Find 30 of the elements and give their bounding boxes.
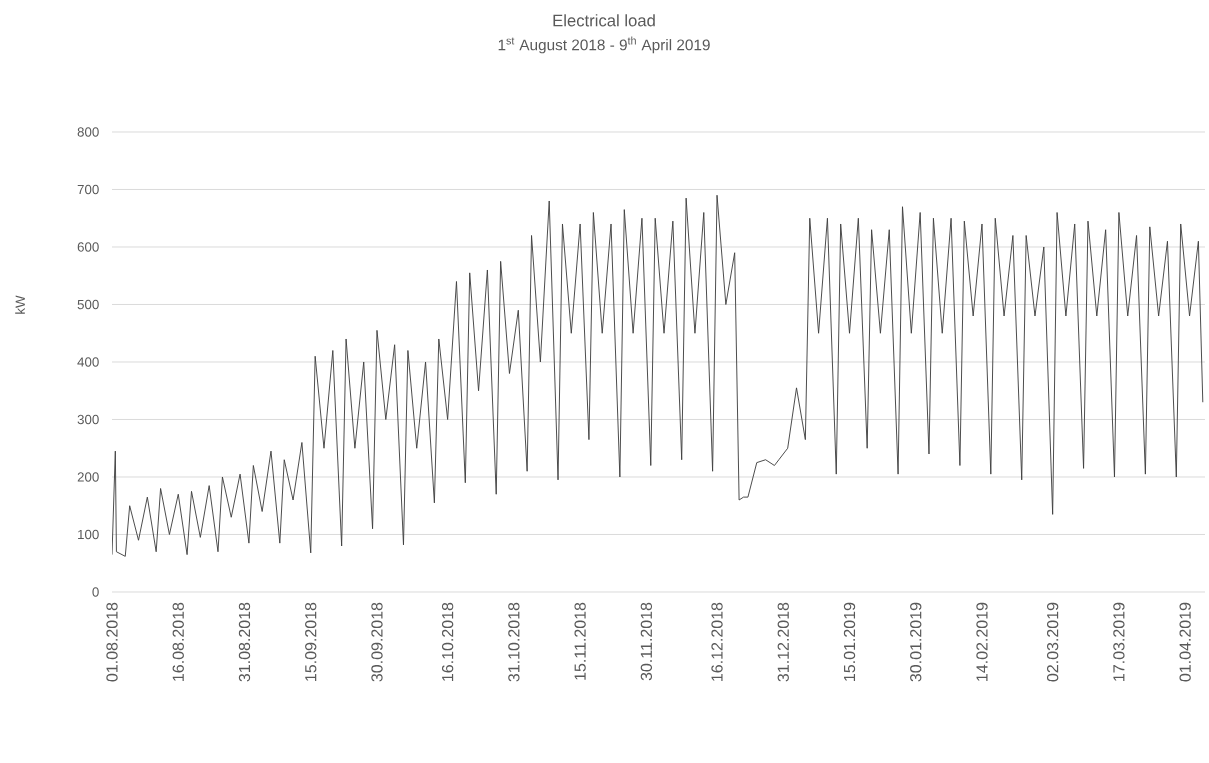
- chart-subtitle: 1$^{st}$ August 2018 - 9$^{th}$ April 2019: [498, 36, 710, 54]
- x-tick-label: 16.10.2018: [441, 602, 454, 681]
- y-tick-label: 100: [78, 529, 99, 540]
- x-tick-label: 31.08.2018: [238, 602, 251, 682]
- x-tick-label: 30.11.2018: [640, 602, 653, 681]
- x-tick-label: 15.01.2019: [843, 602, 856, 681]
- x-tick-label: 01.08.2018: [106, 602, 118, 682]
- y-tick-label: 800: [77, 127, 99, 137]
- x-tick-label: 30.01.2019: [910, 602, 922, 682]
- x-tick-label: 16.08.2018: [172, 602, 184, 681]
- y-tick-label: 400: [77, 357, 99, 367]
- y-tick-label: 200: [77, 472, 99, 482]
- x-tick-label: 30.09.2018: [371, 602, 383, 682]
- x-tick-label: 31.12.2018: [777, 602, 789, 682]
- x-tick-label: 16.12.2018: [711, 602, 723, 681]
- y-tick-label: 0: [92, 587, 99, 597]
- y-tick-label: 600: [77, 242, 99, 252]
- line-series: [112, 194, 1204, 557]
- x-tick-label: 17.03.2019: [1113, 602, 1125, 681]
- y-axis-title: kW: [15, 295, 25, 314]
- x-tick-label: 15.11.2018: [574, 602, 586, 680]
- chart-title: Electrical load: [553, 14, 655, 27]
- y-tick-label: 300: [77, 414, 99, 425]
- y-tick-label: 500: [77, 299, 99, 310]
- x-tick-label: 31.10.2018: [508, 602, 520, 682]
- x-tick-label: 02.03.2019: [1046, 602, 1059, 682]
- y-tick-label: 700: [77, 184, 99, 195]
- x-tick-label: 14.02.2019: [976, 602, 988, 681]
- x-tick-label: 01.04.2019: [1179, 602, 1191, 682]
- x-tick-label: 15.09.2018: [305, 602, 317, 681]
